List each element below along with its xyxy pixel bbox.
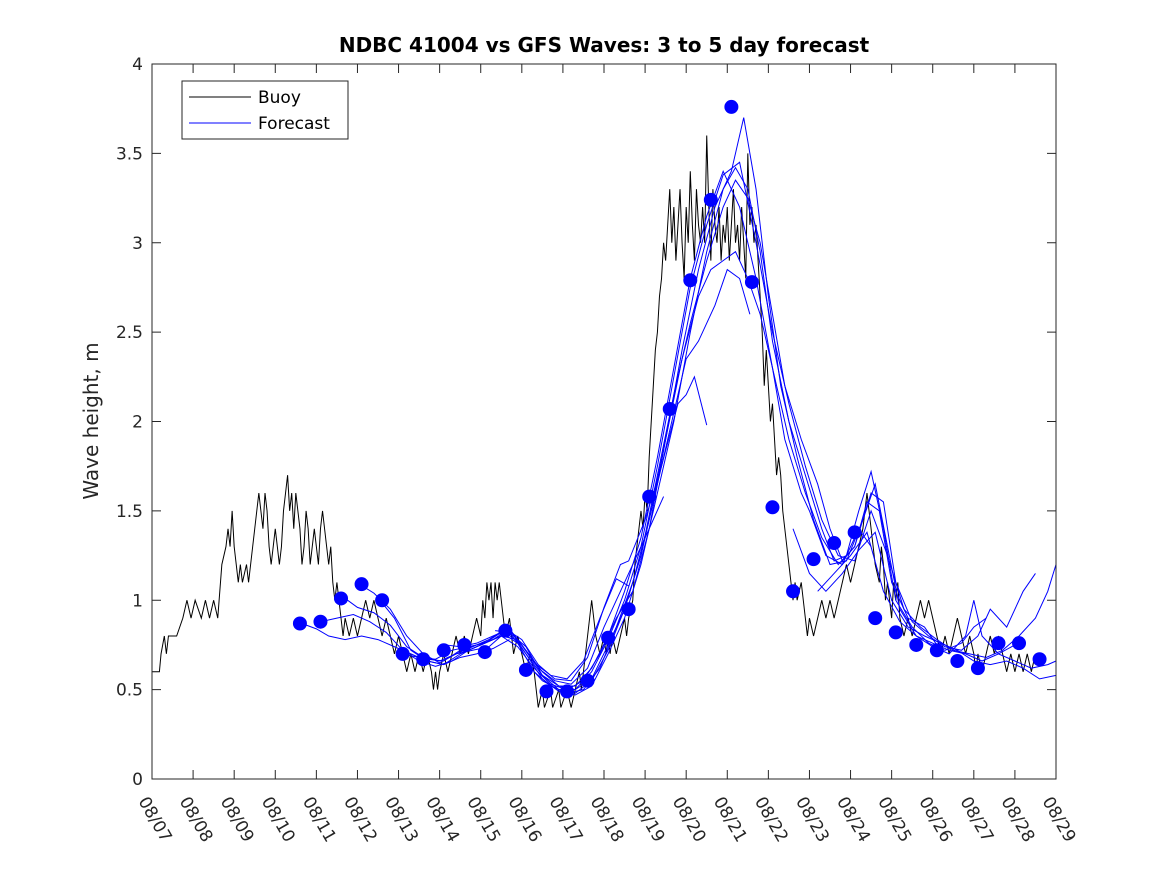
- forecast-marker-2: [334, 591, 349, 606]
- legend-label-forecast: Forecast: [258, 114, 330, 134]
- forecast-marker-22: [744, 275, 759, 290]
- forecast-marker-12: [539, 684, 554, 699]
- y-axis: 0 0.5 1 1.5 2 2.5 3 3.5 4: [116, 55, 1056, 790]
- forecast-series-line-11: [525, 161, 1057, 691]
- forecast-marker-8: [457, 637, 472, 652]
- forecast-marker-21: [724, 99, 739, 114]
- forecast-marker-28: [868, 611, 883, 626]
- forecast-marker-31: [929, 643, 944, 658]
- forecast-marker-1: [313, 614, 328, 629]
- forecast-marker-13: [560, 684, 575, 699]
- forecast-marker-19: [683, 273, 698, 288]
- forecast-marker-27: [847, 525, 862, 540]
- y-tick-label: 2: [132, 413, 143, 433]
- forecast-marker-30: [909, 637, 924, 652]
- forecast-marker-11: [518, 662, 533, 677]
- forecast-marker-6: [416, 652, 431, 667]
- y-tick-label: 1: [132, 591, 143, 611]
- buoy-series-line: [152, 135, 1036, 708]
- forecast-marker-20: [703, 192, 718, 207]
- forecast-marker-29: [888, 625, 903, 640]
- y-tick-label: 2.5: [116, 323, 143, 343]
- y-tick-label: 3: [132, 234, 143, 254]
- forecast-marker-14: [580, 673, 595, 688]
- y-tick-label: 0: [132, 770, 143, 790]
- forecast-marker-23: [765, 500, 780, 515]
- chart-title: NDBC 41004 vs GFS Waves: 3 to 5 day fore…: [339, 33, 870, 57]
- legend-label-buoy: Buoy: [258, 88, 301, 108]
- forecast-marker-35: [1012, 636, 1027, 651]
- marker-layer: [292, 99, 1047, 699]
- forecast-marker-24: [786, 584, 801, 599]
- y-axis-label: Wave height, m: [79, 342, 103, 499]
- forecast-marker-10: [498, 623, 513, 638]
- forecast-marker-15: [601, 630, 616, 645]
- y-tick-label: 4: [132, 55, 143, 75]
- forecast-marker-3: [354, 577, 369, 592]
- forecast-marker-25: [806, 552, 821, 567]
- forecast-marker-5: [395, 646, 410, 661]
- plot-area: [152, 64, 1056, 779]
- forecast-marker-33: [970, 661, 985, 676]
- y-tick-label: 0.5: [116, 681, 143, 701]
- forecast-marker-36: [1032, 652, 1047, 667]
- legend-box: [181, 80, 349, 140]
- forecast-series-line-12: [792, 528, 1057, 680]
- forecast-marker-16: [621, 602, 636, 617]
- forecast-marker-26: [827, 536, 842, 551]
- forecast-marker-0: [292, 616, 307, 631]
- y-tick-label: 3.5: [116, 144, 143, 164]
- forecast-marker-7: [436, 643, 451, 658]
- legend: Buoy Forecast: [181, 80, 349, 140]
- forecast-marker-9: [477, 645, 492, 660]
- forecast-marker-17: [642, 489, 657, 504]
- forecast-marker-18: [662, 401, 677, 416]
- forecast-marker-34: [991, 636, 1006, 651]
- y-tick-label: 1.5: [116, 502, 143, 522]
- forecast-marker-4: [375, 593, 390, 608]
- forecast-marker-32: [950, 654, 965, 669]
